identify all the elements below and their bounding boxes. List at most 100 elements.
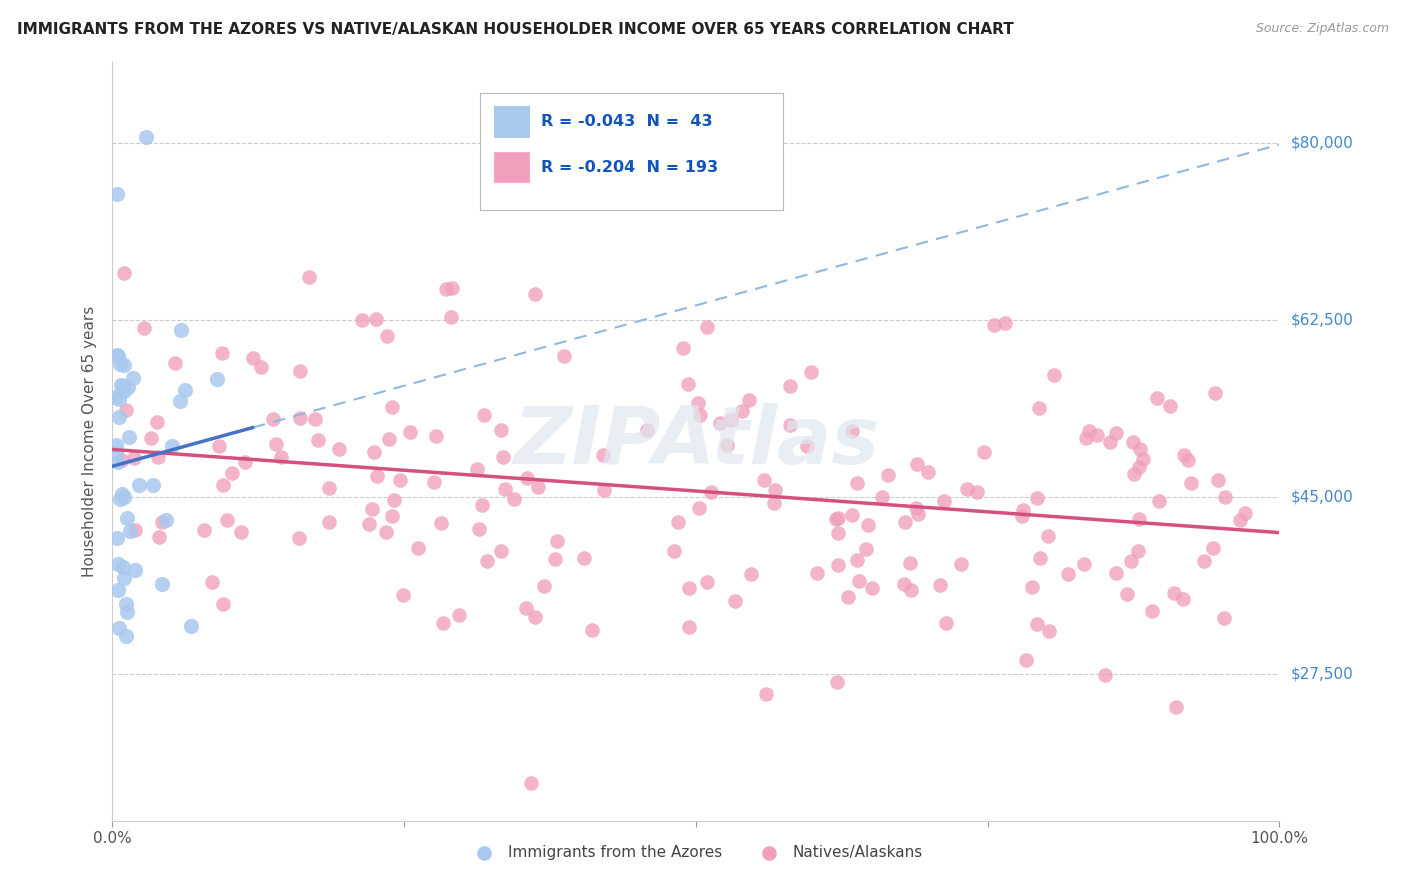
Point (1173, 592, 1195, 607)
Point (124, 523, 146, 537)
Point (318, 481, 340, 495)
Point (553, 349, 575, 363)
Point (111, 559, 134, 574)
Point (318, 516, 340, 530)
Point (1122, 435, 1144, 450)
Point (907, 508, 929, 522)
Point (662, 543, 685, 558)
Point (1146, 392, 1168, 406)
Point (489, 544, 512, 558)
Point (516, 470, 538, 484)
Y-axis label: Householder Income Over 65 years: Householder Income Over 65 years (82, 306, 97, 577)
Point (688, 500, 710, 515)
Point (546, 533, 568, 548)
Point (392, 588, 415, 602)
Point (359, 516, 381, 531)
Point (1028, 551, 1050, 566)
Point (827, 511, 849, 525)
Point (447, 607, 470, 622)
Point (994, 316, 1017, 330)
Point (155, 513, 177, 527)
Point (429, 516, 451, 531)
Point (1043, 368, 1066, 382)
Point (877, 467, 900, 482)
Point (1098, 434, 1121, 449)
Point (107, 349, 129, 363)
Point (235, 455, 257, 469)
Point (855, 541, 877, 556)
Point (858, 517, 880, 532)
Point (678, 581, 700, 595)
Point (716, 438, 738, 452)
Point (524, 287, 547, 301)
Point (678, 620, 700, 634)
Point (378, 432, 401, 446)
Point (1077, 424, 1099, 438)
Point (1015, 653, 1038, 667)
Point (352, 312, 374, 326)
Point (425, 429, 447, 443)
Point (174, 384, 197, 398)
Point (148, 529, 170, 543)
Text: $27,500: $27,500 (1291, 666, 1354, 681)
Point (1229, 513, 1251, 527)
Point (827, 558, 849, 572)
Point (471, 498, 494, 512)
Point (841, 425, 863, 439)
Point (872, 490, 894, 504)
Point (250, 359, 273, 374)
FancyBboxPatch shape (494, 152, 529, 182)
Point (1036, 528, 1059, 542)
Point (1026, 491, 1049, 506)
Point (108, 392, 131, 406)
FancyBboxPatch shape (494, 106, 529, 136)
Legend: Immigrants from the Azores, Natives/Alaskans: Immigrants from the Azores, Natives/Alas… (463, 838, 929, 866)
Point (1163, 586, 1185, 600)
Point (114, 629, 136, 643)
Point (1215, 490, 1237, 504)
Point (800, 365, 823, 379)
Point (389, 473, 412, 487)
Point (381, 400, 404, 414)
Point (150, 577, 173, 591)
Point (107, 455, 129, 469)
Point (118, 524, 141, 538)
Point (408, 541, 430, 555)
Point (1012, 503, 1035, 517)
Point (128, 478, 150, 492)
Point (494, 482, 516, 496)
Point (1011, 509, 1033, 524)
Point (956, 483, 979, 497)
Point (307, 434, 329, 448)
Point (169, 393, 191, 408)
Point (112, 359, 135, 373)
Point (146, 415, 169, 429)
Point (205, 372, 228, 386)
Point (1038, 624, 1060, 638)
Text: $62,500: $62,500 (1291, 313, 1354, 327)
Point (491, 423, 513, 437)
Point (180, 618, 202, 632)
Point (841, 508, 863, 523)
Point (738, 392, 761, 407)
Point (288, 411, 311, 425)
Point (434, 282, 457, 296)
Point (465, 461, 488, 475)
Point (270, 450, 292, 464)
Point (1204, 385, 1226, 400)
Point (688, 396, 710, 410)
Point (1076, 432, 1098, 446)
Point (894, 515, 917, 529)
Point (107, 582, 129, 597)
Point (696, 320, 718, 334)
Point (503, 492, 526, 507)
Point (242, 351, 264, 366)
Text: R = -0.043  N =  43: R = -0.043 N = 43 (541, 114, 713, 129)
Point (1128, 459, 1150, 474)
Point (381, 508, 404, 523)
Point (111, 486, 134, 500)
Point (382, 493, 405, 508)
Point (796, 439, 818, 453)
Point (724, 594, 747, 608)
Point (533, 579, 555, 593)
